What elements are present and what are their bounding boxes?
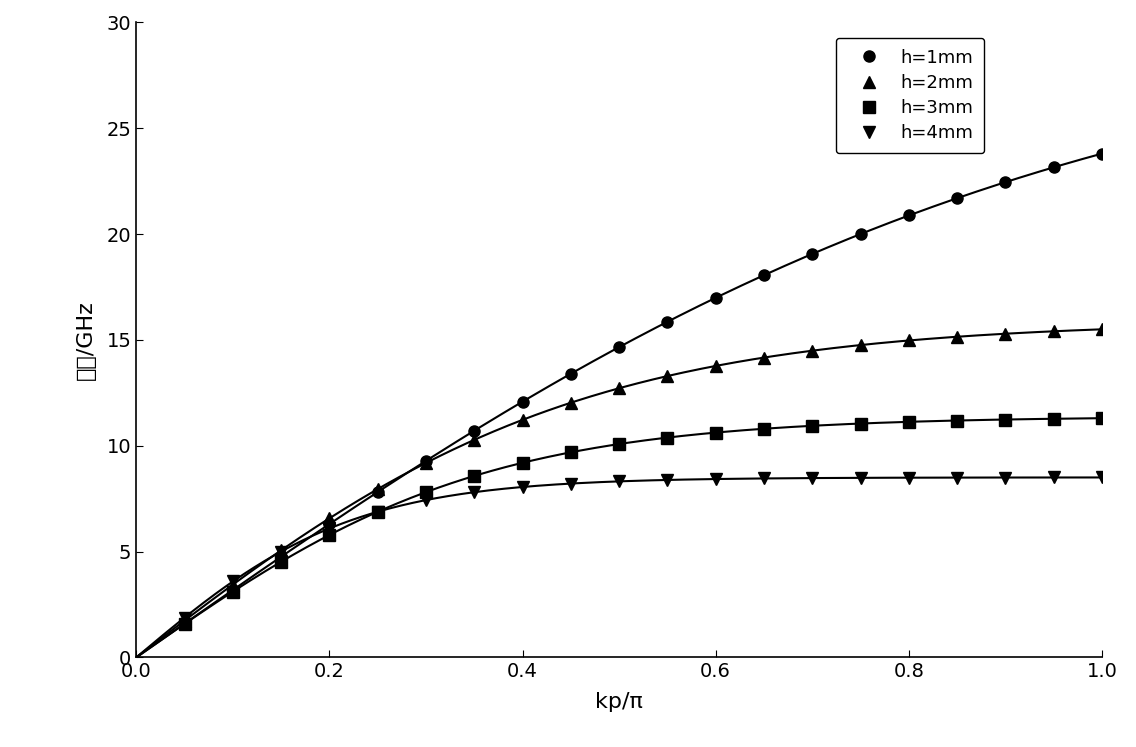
h=4mm [468, 488, 482, 497]
h=3mm [323, 530, 336, 539]
h=2mm [468, 436, 482, 444]
h=1mm [565, 369, 578, 378]
h=4mm [1047, 473, 1061, 482]
Legend: h=1mm, h=2mm, h=3mm, h=4mm: h=1mm, h=2mm, h=3mm, h=4mm [836, 38, 985, 153]
h=2mm [177, 616, 191, 625]
h=4mm [419, 495, 433, 504]
h=2mm [419, 459, 433, 468]
h=2mm [805, 346, 819, 355]
h=4mm [709, 474, 722, 483]
h=4mm [274, 547, 287, 556]
h=1mm [274, 552, 287, 561]
h=1mm [1095, 149, 1109, 158]
h=1mm [516, 397, 529, 406]
h=4mm [370, 507, 384, 516]
Line: h=2mm: h=2mm [179, 323, 1108, 626]
h=3mm [805, 421, 819, 430]
Line: h=4mm: h=4mm [179, 472, 1108, 623]
X-axis label: kp/π: kp/π [595, 692, 643, 713]
h=1mm [1047, 163, 1061, 172]
h=1mm [177, 619, 191, 628]
h=3mm [709, 428, 722, 437]
h=4mm [516, 483, 529, 492]
h=4mm [999, 473, 1012, 482]
h=4mm [951, 473, 964, 482]
h=4mm [854, 474, 868, 483]
h=3mm [565, 447, 578, 456]
h=2mm [709, 362, 722, 371]
h=1mm [612, 343, 626, 352]
h=2mm [661, 371, 675, 380]
h=3mm [951, 416, 964, 425]
h=2mm [516, 415, 529, 424]
h=2mm [902, 336, 916, 345]
h=4mm [805, 474, 819, 483]
h=3mm [1047, 415, 1061, 424]
h=3mm [854, 419, 868, 428]
h=3mm [612, 439, 626, 448]
h=1mm [661, 317, 675, 326]
h=4mm [612, 477, 626, 486]
h=1mm [854, 229, 868, 238]
h=2mm [612, 384, 626, 393]
h=2mm [226, 580, 240, 589]
h=3mm [274, 557, 287, 566]
h=1mm [999, 178, 1012, 187]
h=3mm [226, 587, 240, 596]
h=2mm [1047, 326, 1061, 335]
h=4mm [565, 479, 578, 488]
h=2mm [999, 329, 1012, 338]
h=2mm [370, 485, 384, 494]
h=2mm [758, 353, 771, 362]
h=3mm [419, 488, 433, 497]
h=4mm [902, 473, 916, 482]
h=4mm [226, 577, 240, 586]
h=3mm [758, 424, 771, 433]
h=1mm [758, 270, 771, 279]
h=2mm [323, 514, 336, 523]
h=3mm [1095, 414, 1109, 423]
h=1mm [226, 586, 240, 595]
Line: h=1mm: h=1mm [179, 148, 1108, 629]
h=3mm [902, 418, 916, 427]
h=2mm [274, 546, 287, 555]
h=2mm [951, 332, 964, 341]
Line: h=3mm: h=3mm [179, 412, 1108, 630]
h=1mm [805, 249, 819, 258]
h=2mm [565, 398, 578, 407]
h=4mm [1095, 473, 1109, 482]
h=1mm [902, 211, 916, 220]
h=1mm [468, 427, 482, 436]
h=4mm [177, 613, 191, 622]
h=3mm [516, 459, 529, 468]
h=3mm [177, 619, 191, 628]
h=4mm [758, 474, 771, 483]
h=1mm [419, 456, 433, 465]
h=4mm [661, 475, 675, 484]
h=3mm [468, 471, 482, 480]
h=2mm [1095, 325, 1109, 334]
h=4mm [323, 524, 336, 533]
h=3mm [999, 415, 1012, 424]
Y-axis label: 频率/GHz: 频率/GHz [75, 300, 95, 379]
h=1mm [709, 294, 722, 303]
h=1mm [370, 488, 384, 497]
h=1mm [323, 519, 336, 528]
h=2mm [854, 341, 868, 350]
h=3mm [370, 507, 384, 516]
h=1mm [951, 193, 964, 202]
h=3mm [661, 433, 675, 442]
